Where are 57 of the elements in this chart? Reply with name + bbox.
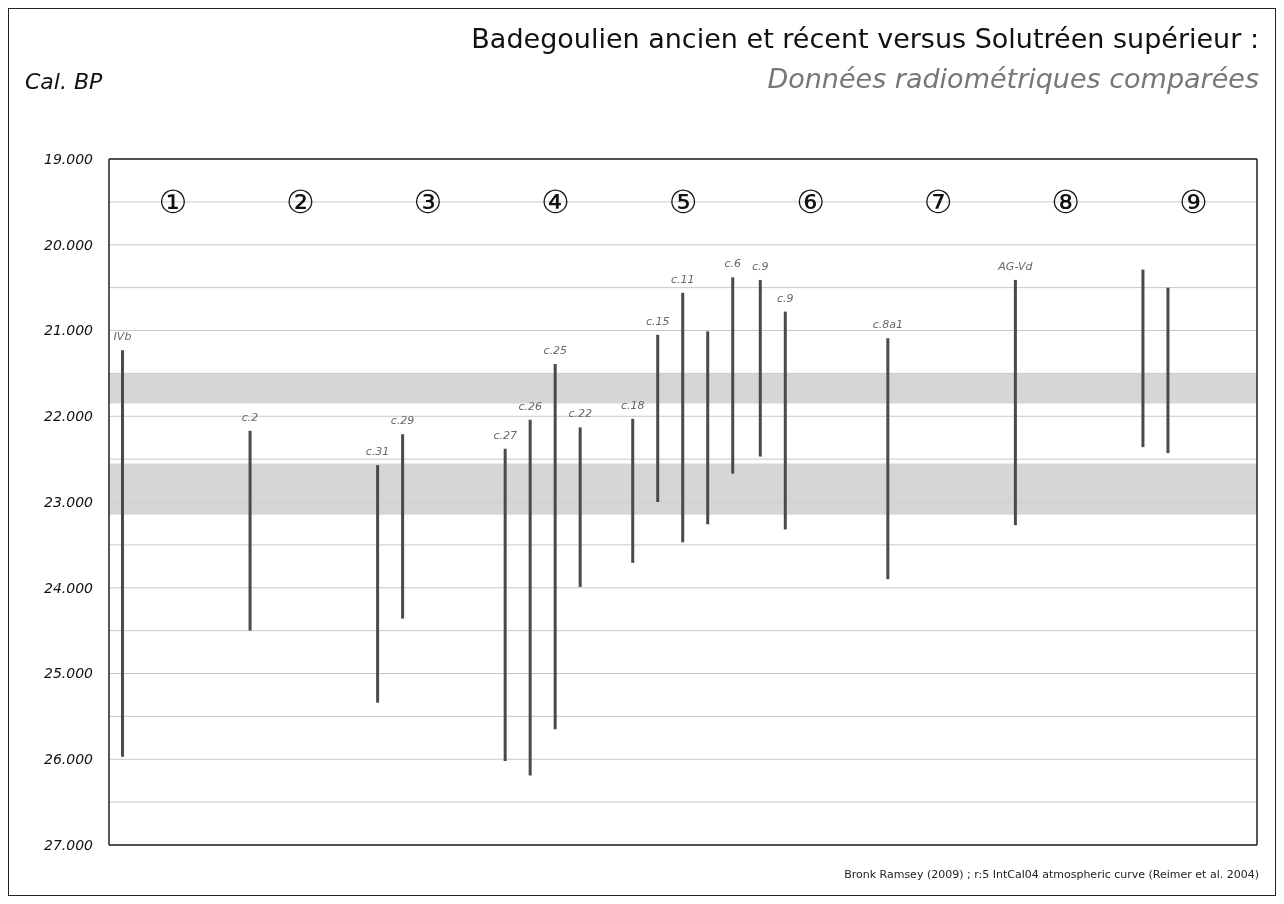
data-label: c.9 (752, 259, 769, 273)
bar (631, 418, 635, 563)
data-label: c.15 (645, 314, 670, 328)
data-label: c.8a1 (872, 318, 903, 332)
y-tick-label: 21.000 (44, 322, 94, 339)
bar (783, 311, 787, 530)
bar (121, 350, 124, 757)
bar (578, 427, 582, 587)
x-tick-label: ⑧ (1051, 183, 1081, 221)
data-label: c.11 (670, 272, 695, 286)
data-label: c.26 (518, 399, 542, 413)
x-tick-label: ⑤ (668, 183, 698, 221)
y-tick-label: 22.000 (44, 408, 94, 425)
x-tick-label: ⑦ (923, 183, 953, 221)
bar (528, 419, 532, 776)
bar (1141, 269, 1145, 448)
bar (503, 448, 507, 761)
x-tick-label: ② (285, 183, 315, 221)
bar (1166, 287, 1170, 454)
text: Bronk Ramsey (2009) ; r:5 IntCal04 atmospheric curve (Reimer et al. 2004) (844, 868, 1259, 881)
data-label: c.27 (493, 428, 517, 442)
data-label: c.9 (777, 291, 794, 305)
data-label: AG-Vd (997, 259, 1034, 273)
bar (758, 279, 762, 457)
y-tick-label: 19.000 (44, 150, 94, 167)
data-label: c.2 (241, 410, 259, 424)
y-tick-label: 23.000 (44, 493, 94, 510)
data-label: c.6 (724, 257, 741, 271)
bar (706, 331, 710, 525)
data-label: c.22 (568, 407, 592, 421)
bar (886, 338, 890, 580)
x-tick-label: ⑥ (796, 183, 825, 221)
y-axis-title: Cal. BP (25, 69, 103, 94)
data-label: c.31 (365, 445, 390, 459)
x-tick-label: ⑨ (1178, 183, 1208, 221)
x-tick-label: ③ (413, 183, 443, 221)
bar (681, 292, 685, 543)
bar (553, 363, 557, 730)
y-tick-label: 20.000 (44, 236, 94, 253)
bar (731, 277, 735, 474)
chart-subtitle: Données radiométriques comparées (767, 63, 1259, 94)
data-label: c.25 (543, 343, 567, 357)
bar (248, 430, 252, 631)
x-tick-label: ① (158, 183, 188, 221)
chart-title: Badegoulien ancien et récent versus Solutréen supérieur : (471, 23, 1259, 54)
data-label: IVb (113, 330, 132, 344)
data-label: c.18 (620, 398, 645, 412)
y-tick-label: 27.000 (44, 836, 94, 853)
y-tick-label: 25.000 (44, 665, 94, 682)
bar (401, 434, 405, 619)
bar (376, 465, 380, 703)
data-label: c.29 (390, 414, 415, 428)
bar (1013, 279, 1017, 526)
y-tick-label: 26.000 (44, 751, 94, 768)
y-tick-label: 24.000 (44, 579, 94, 596)
x-tick-label: ④ (541, 183, 570, 221)
bar (656, 334, 660, 502)
